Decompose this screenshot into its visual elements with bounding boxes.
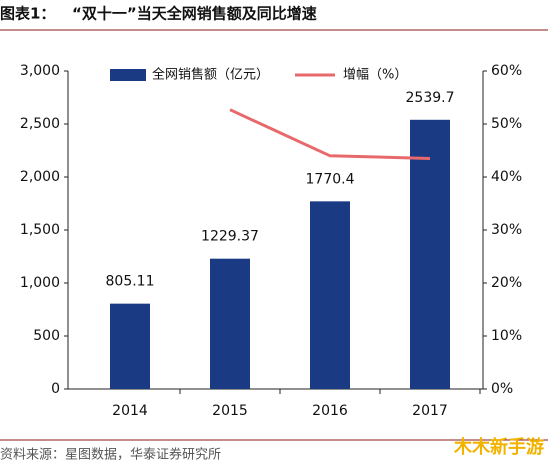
legend-swatch (110, 69, 146, 81)
y-tick-label: 2,500 (20, 116, 60, 132)
y2-tick-label: 0% (491, 381, 513, 397)
bar (410, 119, 450, 389)
bar (110, 303, 150, 389)
y2-tick-label: 50% (491, 116, 522, 132)
line (229, 108, 431, 160)
y-tick-label: 0 (51, 381, 60, 397)
y-tick-label: 1,500 (20, 222, 60, 238)
y2-tick-label: 10% (491, 328, 522, 344)
legend-label: 全网销售额（亿元） (152, 67, 269, 83)
y-tick-label: 1,000 (20, 275, 60, 291)
value-label: 2539.7 (406, 90, 455, 106)
value-label: 805.11 (106, 274, 155, 290)
x-tick-label: 2016 (312, 403, 348, 419)
value-label: 1770.4 (306, 171, 355, 187)
y2-tick-label: 30% (491, 222, 522, 238)
y2-tick-label: 40% (491, 169, 522, 185)
y-tick-label: 2,000 (20, 169, 60, 185)
bar (310, 201, 350, 389)
y2-tick-label: 60% (491, 63, 522, 79)
x-tick-label: 2015 (212, 403, 248, 419)
value-label: 1229.37 (201, 229, 259, 245)
bar (210, 258, 250, 389)
source: 资料来源：星图数据，华泰证券研究所 (0, 447, 221, 463)
y2-tick-label: 20% (491, 275, 522, 291)
legend-label: 增幅（%） (343, 68, 407, 83)
x-tick-label: 2017 (412, 403, 448, 419)
watermark: 木木新手游 (453, 436, 544, 458)
y-tick-label: 500 (33, 328, 60, 344)
y-tick-label: 3,000 (20, 63, 60, 79)
x-tick-label: 2014 (112, 403, 148, 419)
chart-title: “双十一”当天全网销售额及同比增速 (72, 5, 317, 23)
title-label: 图表1： (0, 5, 55, 23)
